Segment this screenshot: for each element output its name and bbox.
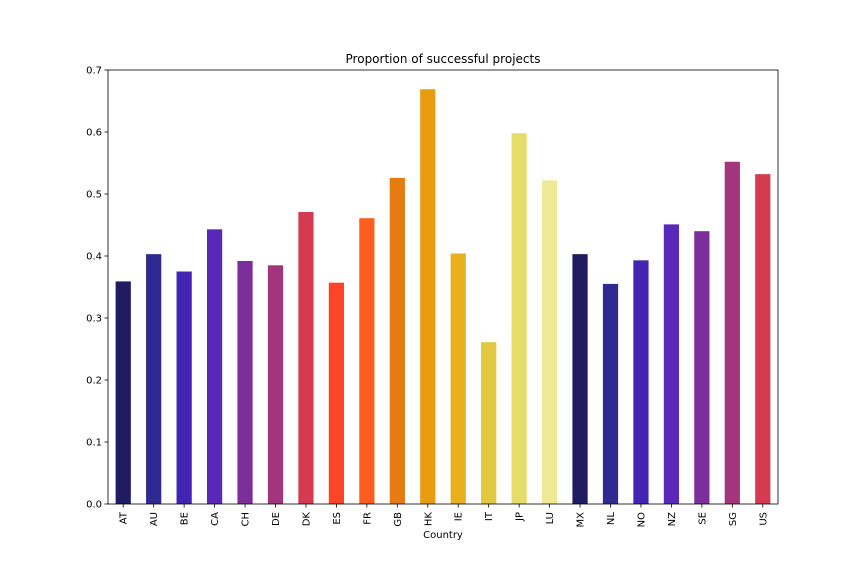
bar-lu [541, 180, 558, 505]
x-tick-label: IE [454, 512, 465, 521]
x-tick-label: NZ [667, 512, 678, 526]
bar-it [481, 342, 497, 504]
bar-be [176, 271, 192, 504]
bar-ca [206, 229, 223, 504]
x-tick-label: GB [393, 512, 404, 527]
bar-dk [298, 211, 314, 505]
y-tick-label: 0.0 [86, 500, 102, 511]
bar-jp [511, 133, 527, 505]
bar-au [146, 254, 162, 504]
bar-ch [237, 260, 253, 504]
y-tick-label: 0.1 [86, 438, 102, 449]
plot-frame [107, 69, 779, 505]
y-tick-label: 0.2 [86, 376, 102, 387]
y-tick-label: 0.7 [86, 66, 102, 77]
bar-fr [359, 218, 375, 504]
y-tick-label: 0.6 [86, 128, 102, 139]
bar-ie [450, 253, 466, 504]
bar-se [694, 231, 710, 504]
bar-mx [572, 254, 588, 504]
bar-nz [663, 224, 680, 504]
y-axis: 0.0 0.1 0.2 0.3 0.4 0.5 0.6 0.7 [86, 66, 108, 511]
bar-no [633, 260, 649, 504]
bar-hk [420, 89, 436, 504]
x-tick-label: ES [332, 512, 343, 525]
x-tick-label: SG [728, 512, 739, 526]
bar-nl [602, 283, 619, 504]
y-tick-label: 0.3 [86, 314, 102, 325]
x-tick-label: DE [271, 512, 282, 526]
y-tick-label: 0.5 [86, 190, 102, 201]
x-tick-label: MX [576, 512, 587, 528]
x-tick-label: HK [423, 512, 434, 527]
x-tick-label: CH [241, 512, 252, 527]
x-tick-label: NL [606, 512, 617, 525]
x-axis-label: Country [423, 530, 463, 541]
bars-group [115, 89, 771, 505]
x-tick-label: LU [545, 512, 556, 524]
x-tick-label: SE [697, 512, 708, 525]
bar-de [267, 265, 284, 504]
chart-title: Proportion of successful projects [346, 52, 541, 66]
y-tick-label: 0.4 [86, 252, 102, 263]
x-tick-label: CA [210, 512, 221, 526]
x-tick-label: FR [362, 512, 373, 525]
bar-gb [389, 177, 405, 504]
x-tick-label: BE [180, 512, 191, 525]
bar-es [328, 282, 345, 504]
x-tick-label: AT [119, 511, 130, 524]
x-tick-label: US [758, 512, 769, 526]
x-tick-label: JP [515, 512, 526, 522]
x-tick-label: DK [301, 512, 312, 527]
x-tick-label: NO [636, 512, 647, 527]
x-axis: AT AU BE CA CH DE DK ES FR GB HK IE IT JP LU MX NL NO NZ SE… [119, 504, 769, 528]
bar-sg [724, 161, 740, 504]
x-tick-label: IT [484, 511, 495, 521]
bar-us [755, 174, 771, 504]
bar-at [115, 281, 131, 504]
x-tick-label: AU [149, 512, 160, 526]
